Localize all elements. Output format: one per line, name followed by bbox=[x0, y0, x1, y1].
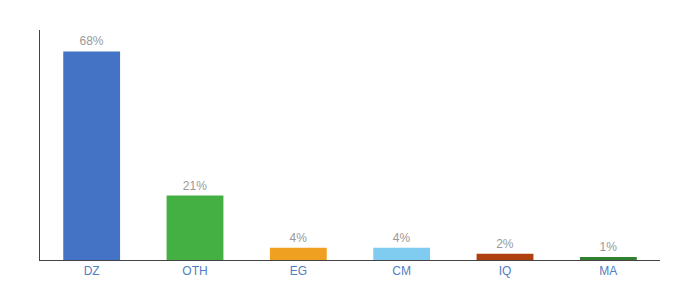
svg-text:CM: CM bbox=[392, 264, 411, 278]
svg-text:4%: 4% bbox=[289, 231, 307, 245]
svg-text:OTH: OTH bbox=[182, 264, 207, 278]
svg-text:EG: EG bbox=[290, 264, 307, 278]
svg-text:2%: 2% bbox=[496, 237, 514, 251]
svg-text:DZ: DZ bbox=[84, 264, 100, 278]
svg-text:1%: 1% bbox=[599, 240, 617, 254]
svg-text:68%: 68% bbox=[79, 34, 103, 48]
svg-text:MA: MA bbox=[599, 264, 617, 278]
svg-text:21%: 21% bbox=[183, 179, 207, 193]
svg-text:IQ: IQ bbox=[499, 264, 512, 278]
svg-text:4%: 4% bbox=[393, 231, 411, 245]
